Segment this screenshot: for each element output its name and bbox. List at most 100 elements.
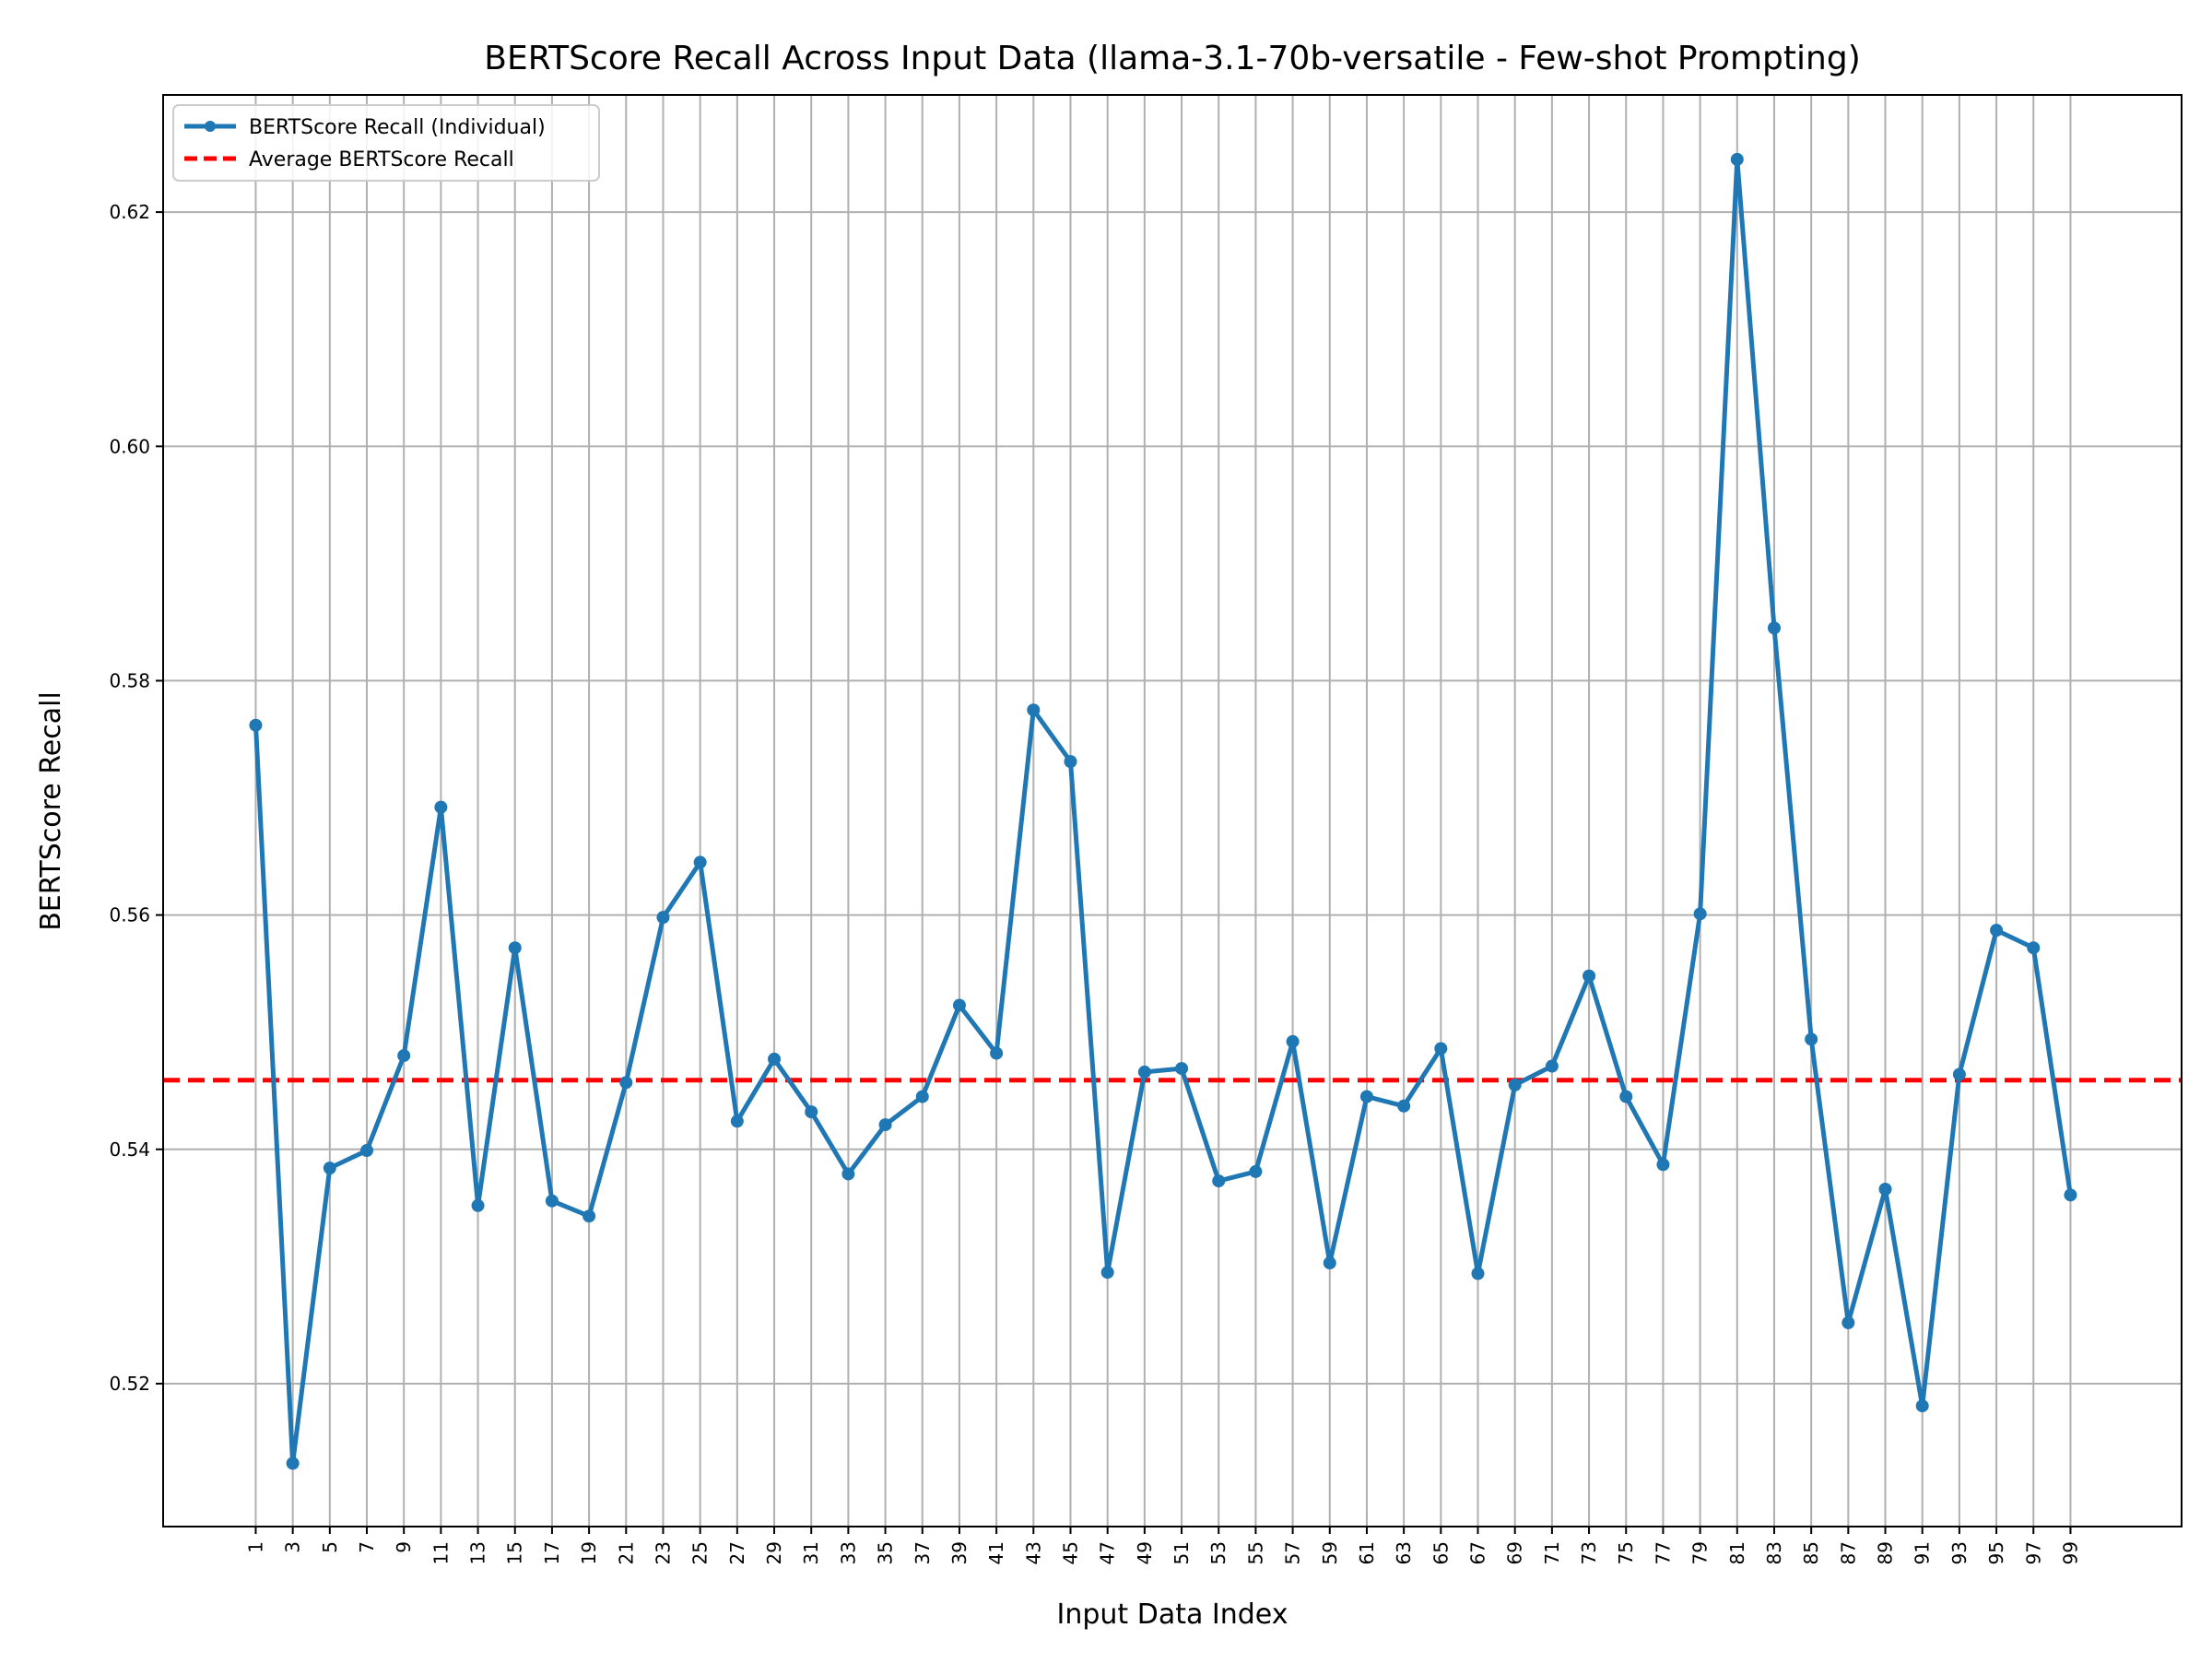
y-tick-label: 0.60 (109, 435, 150, 457)
data-point (2064, 1188, 2077, 1202)
x-tick-label: 39 (948, 1541, 971, 1564)
data-point (1471, 1267, 1485, 1280)
x-tick-label: 45 (1059, 1541, 1081, 1564)
x-tick-label: 77 (1652, 1541, 1674, 1564)
data-point (1212, 1174, 1226, 1188)
y-tick-label: 0.54 (109, 1138, 150, 1161)
x-tick-label: 93 (1948, 1541, 1971, 1564)
x-tick-label: 31 (800, 1541, 822, 1564)
x-tick-label: 87 (1837, 1541, 1859, 1564)
legend-label-average: Average BERTScore Recall (249, 148, 514, 171)
legend-marker-individual (205, 121, 216, 132)
x-tick-label: 59 (1319, 1541, 1341, 1564)
x-tick-label: 51 (1171, 1541, 1193, 1564)
data-point (1767, 621, 1781, 635)
legend-label-individual: BERTScore Recall (Individual) (249, 116, 546, 139)
data-point (545, 1194, 559, 1208)
data-point (471, 1198, 485, 1212)
x-tick-label: 79 (1689, 1541, 1712, 1564)
x-tick-label: 61 (1356, 1541, 1378, 1564)
data-point (1397, 1099, 1411, 1113)
x-tick-label: 89 (1875, 1541, 1897, 1564)
data-point (1656, 1158, 1670, 1172)
chart-title: BERTScore Recall Across Input Data (llam… (484, 40, 1861, 77)
data-point (397, 1049, 411, 1063)
series-line-individual (253, 157, 2073, 1466)
data-point (1915, 1399, 1929, 1413)
plot-frame (162, 94, 2183, 1527)
x-tick-label: 15 (504, 1541, 526, 1564)
data-point (730, 1115, 744, 1128)
x-tick-label: 85 (1800, 1541, 1822, 1564)
x-tick-label: 19 (578, 1541, 600, 1564)
data-point (878, 1118, 892, 1132)
data-point (2027, 941, 2041, 955)
data-point (1359, 1090, 1373, 1103)
data-point (508, 941, 522, 955)
y-tick-label: 0.58 (109, 669, 150, 691)
x-tick-label: 99 (2059, 1541, 2081, 1564)
legend-box (172, 104, 600, 182)
x-tick-label: 1 (244, 1541, 266, 1553)
data-point (656, 911, 670, 925)
x-axis-ticks: 1 3 5 7 9 11 13 15 17 19 21 23 25 27 29 31 33 35 37 39 41 43 4… (244, 1527, 2081, 1564)
data-point (1730, 152, 1744, 166)
x-tick-label: 29 (763, 1541, 785, 1564)
x-tick-label: 69 (1504, 1541, 1526, 1564)
x-tick-label: 3 (282, 1541, 304, 1553)
data-point (286, 1457, 300, 1470)
y-tick-label: 0.52 (109, 1373, 150, 1395)
data-point (841, 1167, 855, 1181)
x-tick-label: 43 (1022, 1541, 1044, 1564)
data-point (1545, 1059, 1559, 1073)
x-tick-label: 27 (726, 1541, 748, 1564)
x-tick-label: 57 (1282, 1541, 1304, 1564)
data-point (1323, 1256, 1336, 1270)
data-point (1952, 1067, 1966, 1081)
x-tick-label: 91 (1912, 1541, 1934, 1564)
x-tick-label: 67 (1467, 1541, 1489, 1564)
data-point (1878, 1182, 1892, 1196)
data-point (693, 855, 707, 869)
x-tick-label: 49 (1134, 1541, 1156, 1564)
data-point (952, 998, 966, 1012)
series-layer (249, 152, 2077, 1470)
data-point (1434, 1042, 1448, 1056)
x-tick-label: 21 (615, 1541, 637, 1564)
x-tick-label: 63 (1393, 1541, 1415, 1564)
data-point (1619, 1090, 1633, 1103)
data-point (619, 1076, 633, 1090)
data-point (915, 1090, 929, 1103)
data-point (805, 1105, 818, 1119)
x-tick-label: 55 (1244, 1541, 1266, 1564)
x-tick-label: 73 (1578, 1541, 1600, 1564)
data-point (1100, 1266, 1114, 1280)
x-tick-label: 13 (467, 1541, 489, 1564)
data-point (1693, 907, 1707, 921)
x-tick-label: 53 (1207, 1541, 1230, 1564)
x-tick-label: 25 (689, 1541, 712, 1564)
x-tick-label: 35 (875, 1541, 897, 1564)
x-tick-label: 81 (1726, 1541, 1748, 1564)
data-point (1508, 1078, 1522, 1091)
y-axis-label: BERTScore Recall (35, 691, 67, 931)
data-point (990, 1046, 1004, 1060)
data-point (323, 1162, 336, 1175)
x-tick-label: 41 (985, 1541, 1007, 1564)
data-point (1175, 1062, 1189, 1076)
x-tick-label: 71 (1541, 1541, 1563, 1564)
data-point (1583, 969, 1596, 983)
data-point (1286, 1034, 1300, 1048)
data-point (768, 1052, 782, 1066)
x-tick-label: 65 (1430, 1541, 1452, 1564)
data-point (1805, 1032, 1818, 1046)
y-tick-label: 0.62 (109, 201, 150, 223)
data-point (1027, 703, 1041, 717)
legend: BERTScore Recall (Individual) Average BE… (172, 104, 600, 182)
data-point (1064, 755, 1077, 769)
data-point (1990, 924, 2004, 938)
x-tick-label: 9 (393, 1541, 415, 1553)
data-point (249, 718, 263, 732)
x-tick-label: 5 (319, 1541, 341, 1553)
